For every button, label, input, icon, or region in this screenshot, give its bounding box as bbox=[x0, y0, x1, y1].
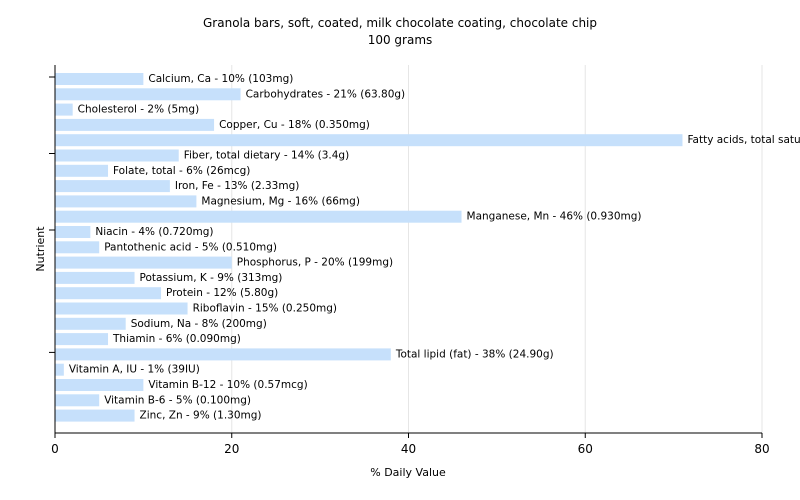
bar bbox=[55, 287, 162, 300]
bar-label: Copper, Cu - 18% (0.350mg) bbox=[219, 119, 370, 131]
bar bbox=[55, 348, 391, 361]
grid-lines bbox=[231, 65, 763, 433]
bar-label: Cholesterol - 2% (5mg) bbox=[78, 104, 200, 116]
chart-title: Granola bars, soft, coated, milk chocola… bbox=[203, 16, 597, 30]
bar-label: Thiamin - 6% (0.090mg) bbox=[112, 333, 241, 345]
bar bbox=[55, 256, 232, 269]
bar bbox=[55, 226, 91, 238]
bar-label: Vitamin B-6 - 5% (0.100mg) bbox=[104, 394, 251, 406]
bar-label: Niacin - 4% (0.720mg) bbox=[95, 226, 213, 238]
bar-label: Magnesium, Mg - 16% (66mg) bbox=[201, 195, 360, 207]
bar bbox=[55, 73, 144, 85]
x-tick-label: 40 bbox=[401, 442, 416, 456]
bar bbox=[55, 210, 462, 223]
bar bbox=[55, 394, 100, 407]
bar-label: Phosphorus, P - 20% (199mg) bbox=[237, 257, 393, 269]
bar-label: Fiber, total dietary - 14% (3.4g) bbox=[184, 150, 349, 162]
bar-label: Potassium, K - 9% (313mg) bbox=[140, 272, 283, 284]
x-axis-label: % Daily Value bbox=[370, 466, 446, 479]
bar bbox=[55, 149, 179, 162]
bar-label: Pantothenic acid - 5% (0.510mg) bbox=[104, 241, 277, 253]
bar-label: Zinc, Zn - 9% (1.30mg) bbox=[140, 410, 262, 422]
bar bbox=[55, 134, 683, 147]
bar-label: Sodium, Na - 8% (200mg) bbox=[131, 318, 267, 330]
bar bbox=[55, 363, 64, 376]
bar bbox=[55, 333, 109, 346]
x-ticks: 0 20 40 60 80 bbox=[51, 433, 770, 456]
bar bbox=[55, 379, 144, 391]
bar bbox=[55, 317, 126, 330]
bar bbox=[55, 180, 170, 193]
bar-label: Vitamin A, IU - 1% (39IU) bbox=[69, 364, 200, 376]
bar-label: Vitamin B-12 - 10% (0.57mcg) bbox=[148, 379, 307, 391]
bar-label: Calcium, Ca - 10% (103mg) bbox=[148, 73, 293, 85]
bar bbox=[55, 118, 215, 131]
bar bbox=[55, 88, 241, 101]
bars: Calcium, Ca - 10% (103mg) Carbohydrates -… bbox=[55, 73, 800, 422]
x-tick-label: 80 bbox=[754, 442, 769, 456]
bar bbox=[55, 195, 197, 208]
bar bbox=[55, 271, 135, 284]
bar-label: Manganese, Mn - 46% (0.930mg) bbox=[467, 211, 642, 223]
chart-subtitle: 100 grams bbox=[368, 33, 433, 47]
bar-label: Carbohydrates - 21% (63.80g) bbox=[246, 88, 406, 100]
bar-label: Iron, Fe - 13% (2.33mg) bbox=[175, 180, 299, 192]
bar bbox=[55, 103, 73, 116]
bar-label: Total lipid (fat) - 38% (24.90g) bbox=[395, 348, 554, 360]
bar bbox=[55, 409, 135, 422]
bar bbox=[55, 164, 109, 177]
x-tick-label: 20 bbox=[224, 442, 239, 456]
x-tick-label: 60 bbox=[578, 442, 593, 456]
bar bbox=[55, 241, 100, 254]
x-tick-label: 0 bbox=[51, 442, 59, 456]
bar bbox=[55, 302, 188, 315]
bar-label: Riboflavin - 15% (0.250mg) bbox=[193, 303, 337, 315]
bar-label: Protein - 12% (5.80g) bbox=[166, 287, 278, 299]
y-axis-label: Nutrient bbox=[34, 226, 47, 272]
bar-label: Folate, total - 6% (26mcg) bbox=[113, 165, 250, 177]
bar-label: Fatty acids, total saturated - 71% (14.2… bbox=[687, 134, 800, 146]
y-ticks bbox=[49, 76, 55, 353]
